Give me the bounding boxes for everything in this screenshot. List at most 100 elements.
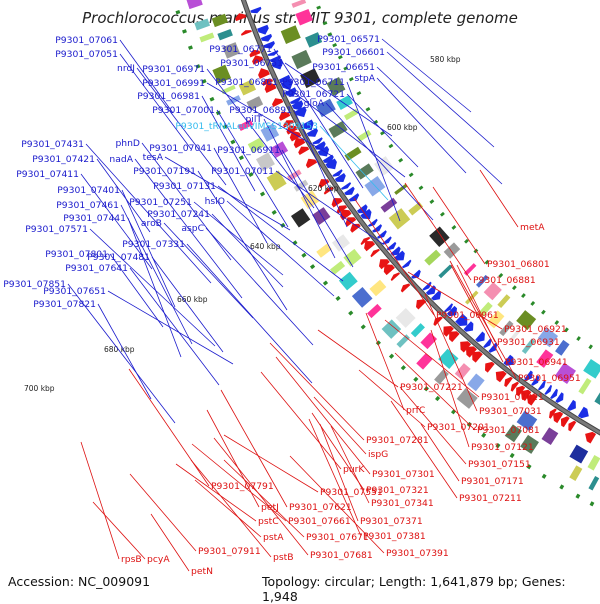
reverse-gene-arrow (401, 284, 411, 293)
forward-gene-label: P9301_07001 (152, 105, 215, 116)
gc-tick (188, 45, 193, 50)
forward-gene-label: P9301_07421 (32, 154, 95, 165)
forward-gene-arrow (578, 407, 589, 419)
feature-box (295, 9, 313, 26)
forward-gene-arrow (567, 400, 576, 411)
feature-box (344, 109, 359, 120)
feature-box (194, 19, 210, 31)
reverse-gene-label-leader (480, 170, 518, 227)
feature-box (212, 14, 228, 27)
forward-gene-label: nrdJ (117, 63, 135, 74)
reverse-gene-label: P9301_06801 (487, 259, 550, 270)
forward-gene-label: P9301_07431 (21, 139, 84, 150)
forward-gene-label: P9301_07481 (87, 252, 150, 263)
gc-tick (510, 453, 515, 458)
feature-box (396, 334, 410, 348)
gc-tick (380, 131, 385, 136)
feature-box (594, 388, 600, 405)
forward-gene-arrow (550, 389, 558, 399)
forward-gene-label: P9301_07571 (25, 224, 88, 235)
feature-box (381, 198, 398, 213)
gc-tick (435, 396, 440, 401)
gc-tick (541, 310, 546, 315)
gc-tick (530, 301, 535, 306)
gc-tick (559, 484, 564, 489)
gc-tick (590, 501, 595, 506)
forward-gene-label: P9301_07061 (55, 35, 118, 46)
forward-gene-label: P9301_07251 (129, 197, 192, 208)
forward-gene-label: P9301_07641 (65, 263, 128, 274)
reverse-gene-label: P9301_06921 (504, 324, 567, 335)
reverse-gene-label: P9301_07671 (306, 532, 369, 543)
gc-tick (521, 293, 526, 298)
forward-gene-label: aroB (141, 218, 162, 229)
feature-box (369, 280, 386, 297)
gc-tick (389, 354, 394, 359)
forward-gene-arrow (402, 260, 411, 269)
reverse-gene-arrow (585, 432, 596, 444)
reverse-gene-label: P9301_07681 (310, 550, 373, 561)
reverse-gene-label: pstB (273, 552, 294, 563)
feature-box (464, 263, 477, 276)
feature-box (367, 304, 382, 318)
forward-gene-label: gloA (304, 98, 325, 109)
reverse-gene-label-leader (130, 474, 196, 551)
forward-gene-label: P9301_06991 (142, 78, 205, 89)
forward-gene-arrow (250, 7, 261, 14)
reverse-gene-label: P9301_07021 (481, 392, 544, 403)
gc-tick (440, 212, 445, 217)
forward-gene-arrow (261, 34, 272, 42)
gc-tick (356, 91, 361, 95)
gc-tick (401, 365, 406, 370)
gc-tick (366, 107, 371, 111)
feature-box (217, 29, 233, 40)
feature-box (569, 465, 582, 481)
gc-tick (398, 158, 403, 163)
gc-tick (316, 6, 321, 10)
feature-box (497, 294, 510, 308)
reverse-gene-label: P9301_07121 (471, 442, 534, 453)
feature-box (583, 359, 600, 379)
feature-box (444, 242, 461, 258)
reverse-gene-arrow (306, 159, 317, 169)
reverse-gene-label-leader (81, 442, 119, 559)
reverse-gene-label: P9301_07171 (461, 476, 524, 487)
gc-tick (451, 225, 456, 230)
scale-tick-label: 600 kbp (387, 123, 418, 132)
forward-gene-label: P9301_06971 (142, 64, 205, 75)
feature-box (396, 308, 416, 328)
forward-gene-label: hslO (205, 196, 225, 207)
feature-box (467, 373, 484, 391)
feature-box (382, 319, 402, 339)
reverse-gene-label-leader (214, 438, 308, 555)
forward-gene-label: P9301_06651 (312, 62, 375, 73)
forward-gene-label-leader (187, 244, 312, 383)
forward-gene-label: P9301_07191 (133, 166, 196, 177)
forward-gene-label: P9301_06601 (322, 47, 385, 58)
forward-gene-label: P9301_07401 (57, 185, 120, 196)
feature-box (312, 207, 330, 225)
forward-gene-label: nadA (109, 154, 133, 165)
gc-tick (335, 296, 340, 301)
gc-tick (230, 140, 235, 145)
reverse-gene-label: prfC (406, 405, 425, 416)
gc-tick (588, 344, 593, 349)
forward-gene-label-leader (387, 52, 494, 147)
forward-gene-label: P9301_07051 (55, 49, 118, 60)
feature-box (588, 476, 599, 490)
reverse-gene-arrow (504, 377, 513, 387)
forward-gene-label: P9301_07041 (149, 143, 212, 154)
scale-tick-label: 640 kbp (250, 242, 281, 251)
forward-gene-label: P9301_07821 (33, 299, 96, 310)
feature-box (542, 427, 559, 445)
reverse-gene-label: P9301_06931 (497, 337, 560, 348)
forward-gene-label-leader (218, 186, 343, 281)
reverse-gene-label: P9301_07151 (468, 459, 531, 470)
feature-box (281, 25, 301, 44)
reverse-gene-label-leader (261, 372, 341, 469)
forward-gene-label: P9301_07651 (43, 286, 106, 297)
gc-tick (361, 324, 366, 329)
gc-tick (175, 10, 180, 14)
gc-tick (301, 253, 306, 258)
feature-box (292, 0, 307, 8)
